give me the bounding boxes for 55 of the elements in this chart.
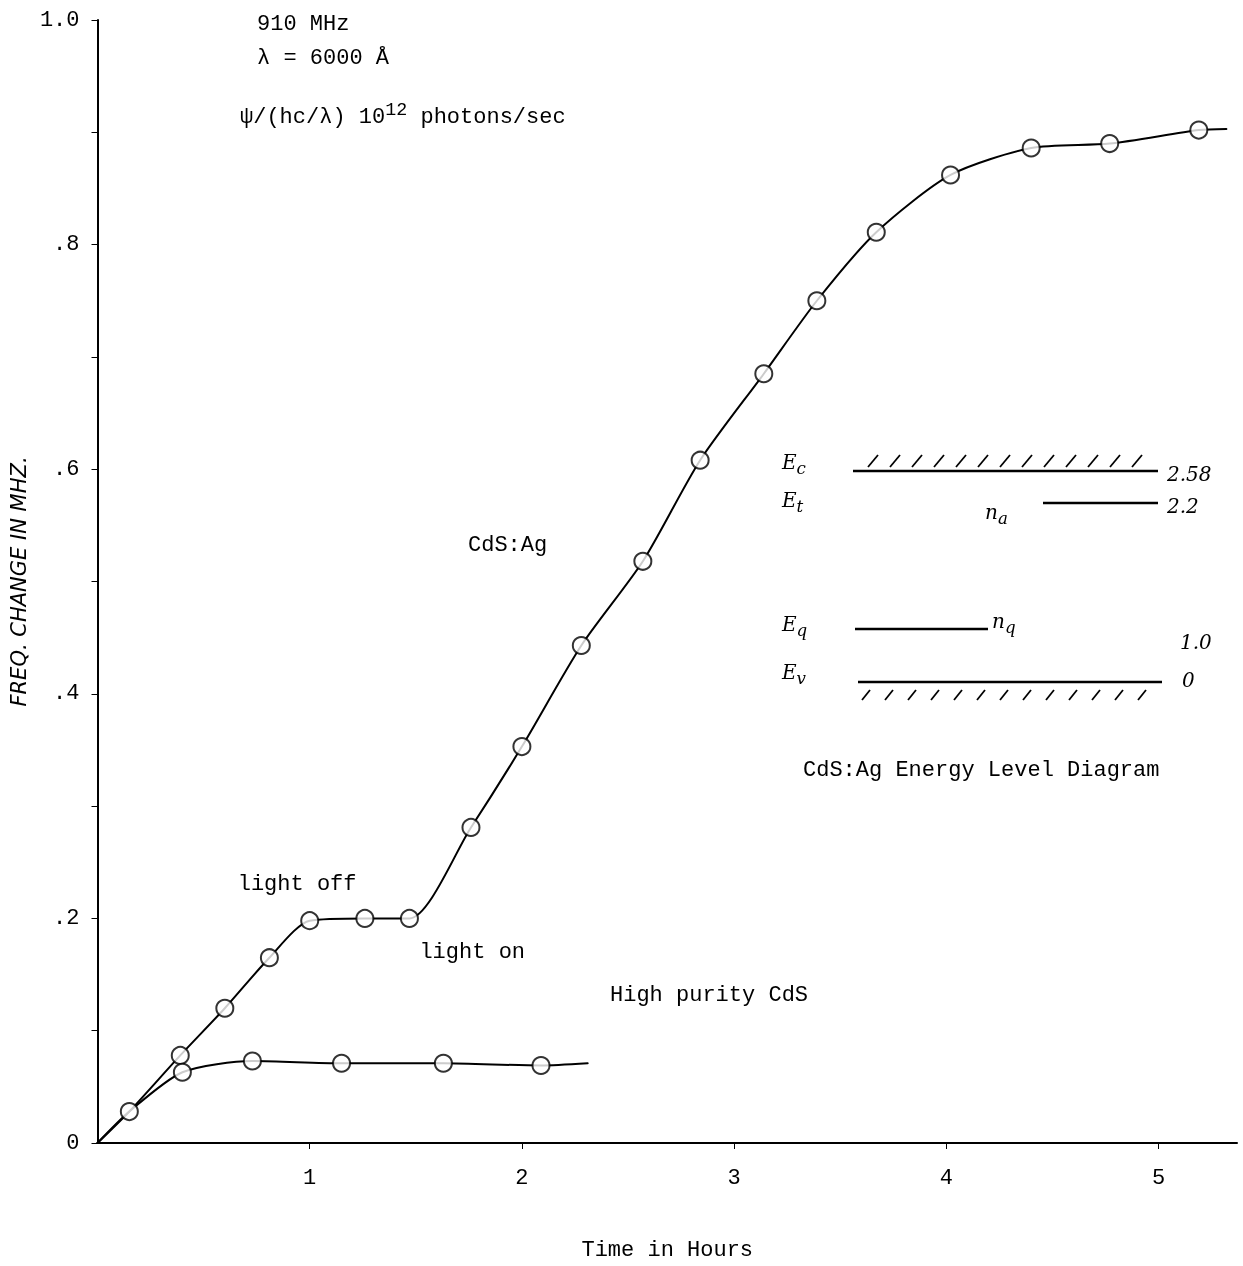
annotation: light on [419,940,526,966]
annotation: CdS:Ag [468,533,548,558]
point [215,998,235,1018]
y-axis-title: FREQ. CHANGE IN MHZ. [6,456,31,707]
point [242,1051,262,1071]
point [866,222,886,242]
x-axis-title: Time in Hours [581,1237,754,1263]
point [433,1053,453,1073]
annotation: 910 MHz [257,12,350,37]
annotation: E$_{c}$ [782,450,806,478]
annotation: 2.58 [1167,462,1212,486]
annotation: 1.0 [1180,630,1212,654]
point [172,1062,192,1082]
point [170,1045,190,1065]
annotation: ψ/(hc/λ) 10$^{12}$ photons/sec [240,100,566,131]
annotation: E$_{v}$ [782,660,807,688]
point [355,908,375,928]
point [300,911,320,931]
y-tick-label: .2 [53,905,80,931]
y-tick-label: 0 [66,1130,80,1156]
annotation: n$_{a}$ [985,500,1008,528]
x-tick-label: 1 [303,1165,317,1191]
point [807,291,827,311]
point [1021,138,1041,158]
point [461,817,481,837]
annotation: E$_{t}$ [782,488,804,516]
point [754,364,774,384]
y-tick-label: .4 [53,681,80,707]
y-tick-label: .6 [53,456,80,482]
point [332,1053,352,1073]
annotation: CdS:Ag Energy Level Diagram [803,758,1160,783]
x-tick-label: 3 [727,1165,741,1191]
point [512,737,532,757]
annotation: λ = 6000 Å [257,46,390,71]
point [633,551,653,571]
x-tick-label: 2 [515,1165,529,1191]
point [1189,120,1209,140]
point [259,948,279,968]
point [941,165,961,185]
y-tick-label: 1.0 [39,7,80,33]
annotation: High purity CdS [610,983,809,1008]
y-tick-label: .8 [53,232,80,258]
annotation: E$_{q}$ [782,612,808,640]
point [1100,134,1120,154]
annotation: 0 [1182,668,1195,692]
annotation: n$_{q}$ [992,609,1016,637]
point [571,636,591,656]
x-tick-label: 5 [1151,1165,1166,1191]
point [690,450,710,470]
point [399,908,419,928]
annotation: light off [237,872,357,898]
point [531,1056,551,1076]
point [119,1102,139,1122]
x-tick-label: 4 [939,1165,953,1191]
annotation: 2.2 [1167,494,1199,518]
